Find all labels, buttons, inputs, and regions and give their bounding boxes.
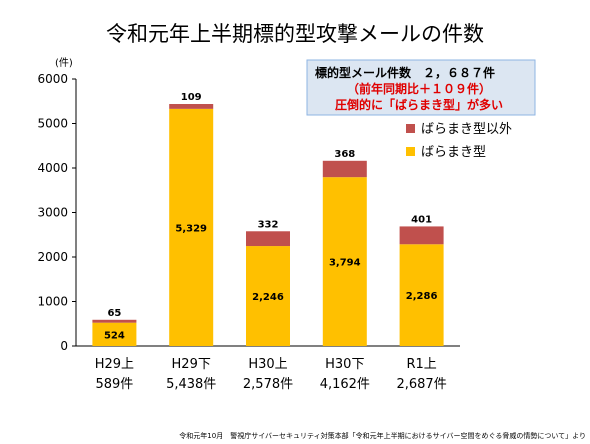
x-total-label: 2,578件 — [243, 377, 293, 392]
bar-other — [169, 104, 214, 109]
data-label-baramaki: 2,246 — [252, 292, 284, 303]
bar-other — [246, 231, 290, 247]
legend-swatch — [406, 124, 415, 133]
bar-baramaki — [246, 246, 290, 346]
x-tick-label: R1上 — [406, 357, 436, 372]
bar-baramaki — [399, 244, 444, 346]
bar-other — [399, 226, 444, 245]
data-label-other: 401 — [411, 214, 432, 225]
y-tick-label: 3000 — [37, 206, 68, 220]
bar-baramaki — [92, 322, 137, 346]
bar-other — [92, 319, 137, 323]
data-label-baramaki: 524 — [104, 330, 125, 341]
x-total-label: 4,162件 — [320, 377, 370, 392]
data-label-other: 368 — [334, 149, 355, 160]
legend-label: ばらまき型 — [421, 145, 486, 160]
y-tick-label: 5000 — [37, 117, 68, 131]
x-total-label: 5,438件 — [166, 377, 216, 392]
y-tick-label: 1000 — [37, 295, 68, 309]
data-label-baramaki: 3,794 — [329, 258, 361, 269]
bars-layer — [92, 104, 444, 346]
annotation-box — [306, 59, 536, 116]
y-tick-label: 0 — [60, 339, 68, 353]
annotation-line3: 圧倒的に「ばらまき型」が多い — [335, 97, 503, 112]
x-tick-label: H29下 — [172, 357, 211, 372]
y-axis-unit: (件) — [55, 57, 73, 69]
bar-baramaki — [169, 108, 214, 346]
x-tick-label: H30下 — [325, 357, 364, 372]
x-tick-label: H30上 — [248, 357, 287, 372]
x-total-label: 2,687件 — [396, 377, 446, 392]
y-tick-label: 2000 — [37, 250, 68, 264]
legend-label: ばらまき型以外 — [421, 122, 512, 137]
bar-baramaki — [322, 177, 367, 346]
data-label-other: 332 — [258, 219, 279, 230]
data-label-other: 109 — [181, 92, 202, 103]
axis-layer: 0 1000 2000 3000 4000 5000 6000 — [37, 72, 460, 353]
data-label-baramaki: 2,286 — [406, 291, 438, 302]
x-tick-label: H29上 — [95, 357, 134, 372]
bar-other — [322, 160, 367, 178]
labels-layer: 524 65 H29上 589件 5,329 109 H29下 5,438件 2,246 332 H… — [95, 92, 447, 392]
x-total-label: 589件 — [95, 377, 133, 392]
chart-title: 令和元年上半期標的型攻撃メールの件数 — [106, 22, 484, 46]
y-tick-label: 4000 — [37, 161, 68, 175]
y-tick-label: 6000 — [37, 72, 68, 86]
annotation-line2: （前年同期比＋１０９件） — [347, 81, 491, 96]
annotation-line1: 標的型メール件数 ２，６８７件 — [315, 65, 495, 80]
data-label-baramaki: 5,329 — [175, 223, 207, 234]
source-note: 令和元年10月 警視庁サイバーセキュリティ対策本部「令和元年上半期におけるサイバ… — [179, 431, 586, 440]
legend-swatch — [406, 147, 415, 156]
data-label-other: 65 — [107, 308, 121, 319]
